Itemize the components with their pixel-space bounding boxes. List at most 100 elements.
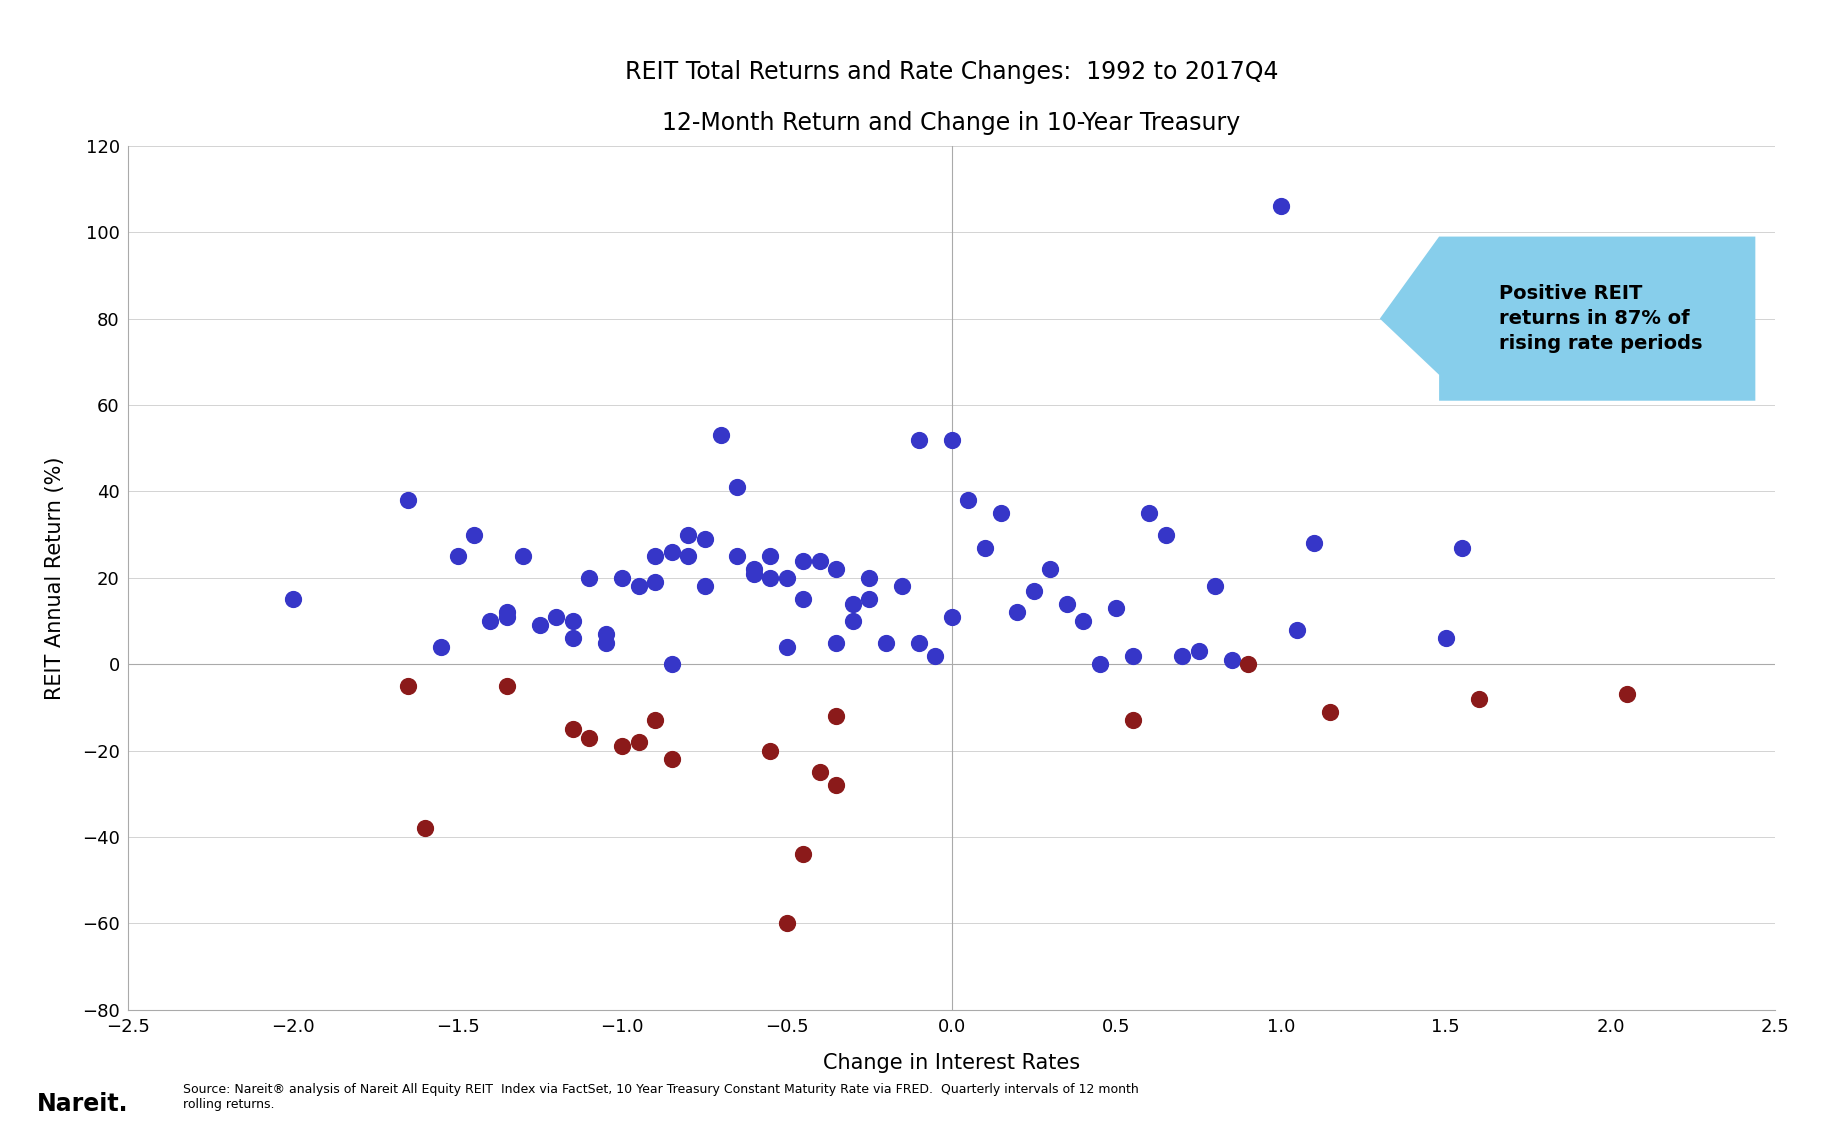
Point: [673, 525, 703, 544]
Point: [1266, 197, 1296, 215]
Point: [723, 548, 752, 565]
Point: [690, 530, 719, 548]
Point: [1069, 613, 1098, 631]
Text: REIT Total Returns and Rate Changes:  1992 to 2017Q4: REIT Total Returns and Rate Changes: 199…: [624, 61, 1279, 84]
X-axis label: Change in Interest Rates: Change in Interest Rates: [824, 1052, 1080, 1073]
Text: Source: Nareit® analysis of Nareit All Equity REIT  Index via FactSet, 10 Year T: Source: Nareit® analysis of Nareit All E…: [183, 1083, 1138, 1111]
Point: [706, 426, 736, 444]
Point: [1151, 525, 1180, 544]
Point: [1118, 646, 1147, 664]
Text: Nareit.: Nareit.: [37, 1093, 128, 1116]
Point: [1102, 599, 1131, 617]
Point: [591, 634, 620, 652]
Point: [624, 733, 653, 751]
Point: [789, 552, 818, 570]
Point: [1168, 646, 1197, 664]
Point: [558, 629, 587, 647]
Point: [575, 569, 604, 587]
Point: [278, 590, 307, 608]
Point: [1036, 560, 1065, 578]
Point: [1003, 604, 1032, 622]
Point: [855, 569, 884, 587]
Point: [937, 608, 966, 626]
Point: [822, 634, 851, 652]
Point: [673, 548, 703, 565]
Point: [640, 711, 670, 729]
Point: [476, 613, 505, 631]
Point: [772, 569, 802, 587]
Point: [640, 573, 670, 591]
Point: [1299, 534, 1329, 552]
Point: [789, 845, 818, 863]
Point: [1019, 582, 1049, 600]
Point: [756, 569, 785, 587]
Point: [492, 677, 522, 695]
Point: [393, 677, 423, 695]
Point: [1448, 539, 1477, 557]
Text: 12-Month Return and Change in 10-Year Treasury: 12-Month Return and Change in 10-Year Tr…: [662, 111, 1241, 135]
Point: [723, 478, 752, 496]
Point: [1184, 642, 1213, 660]
Point: [739, 560, 769, 578]
Point: [805, 763, 834, 781]
Point: [459, 525, 489, 544]
Point: [558, 613, 587, 631]
Point: [822, 560, 851, 578]
Point: [1118, 711, 1147, 729]
Point: [492, 604, 522, 622]
Point: [624, 578, 653, 596]
Point: [1200, 578, 1230, 596]
Point: [937, 431, 966, 449]
Point: [772, 914, 802, 932]
Point: [953, 491, 983, 509]
Point: [739, 564, 769, 582]
Point: [426, 638, 456, 656]
Point: [772, 638, 802, 656]
Point: [838, 613, 867, 631]
Point: [970, 539, 999, 557]
Point: [871, 634, 900, 652]
Point: [558, 720, 587, 738]
Point: [1085, 655, 1114, 673]
Point: [1052, 595, 1082, 613]
Point: [1431, 629, 1460, 647]
Point: [640, 548, 670, 565]
Point: [542, 608, 571, 626]
Point: [855, 590, 884, 608]
Point: [756, 742, 785, 760]
Point: [1217, 651, 1246, 669]
Point: [920, 646, 950, 664]
Point: [575, 728, 604, 746]
Point: [492, 608, 522, 626]
Point: [822, 776, 851, 794]
Point: [608, 737, 637, 755]
Point: [904, 431, 933, 449]
Point: [410, 819, 439, 837]
Point: [657, 751, 686, 769]
Point: [838, 595, 867, 613]
Point: [657, 543, 686, 561]
Point: [805, 552, 834, 570]
Point: [1283, 620, 1312, 638]
Polygon shape: [1380, 237, 1755, 401]
Point: [1612, 686, 1642, 703]
Point: [789, 590, 818, 608]
Point: [904, 634, 933, 652]
Point: [509, 548, 538, 565]
Point: [1316, 702, 1345, 720]
Point: [888, 578, 917, 596]
Point: [1464, 690, 1493, 708]
Point: [443, 548, 472, 565]
Point: [1233, 655, 1263, 673]
Point: [1135, 504, 1164, 522]
Text: Positive REIT
returns in 87% of
rising rate periods: Positive REIT returns in 87% of rising r…: [1499, 284, 1702, 353]
Point: [525, 616, 554, 634]
Point: [756, 548, 785, 565]
Point: [608, 569, 637, 587]
Point: [822, 707, 851, 725]
Point: [591, 625, 620, 643]
Point: [690, 578, 719, 596]
Point: [986, 504, 1016, 522]
Point: [393, 491, 423, 509]
Point: [657, 655, 686, 673]
